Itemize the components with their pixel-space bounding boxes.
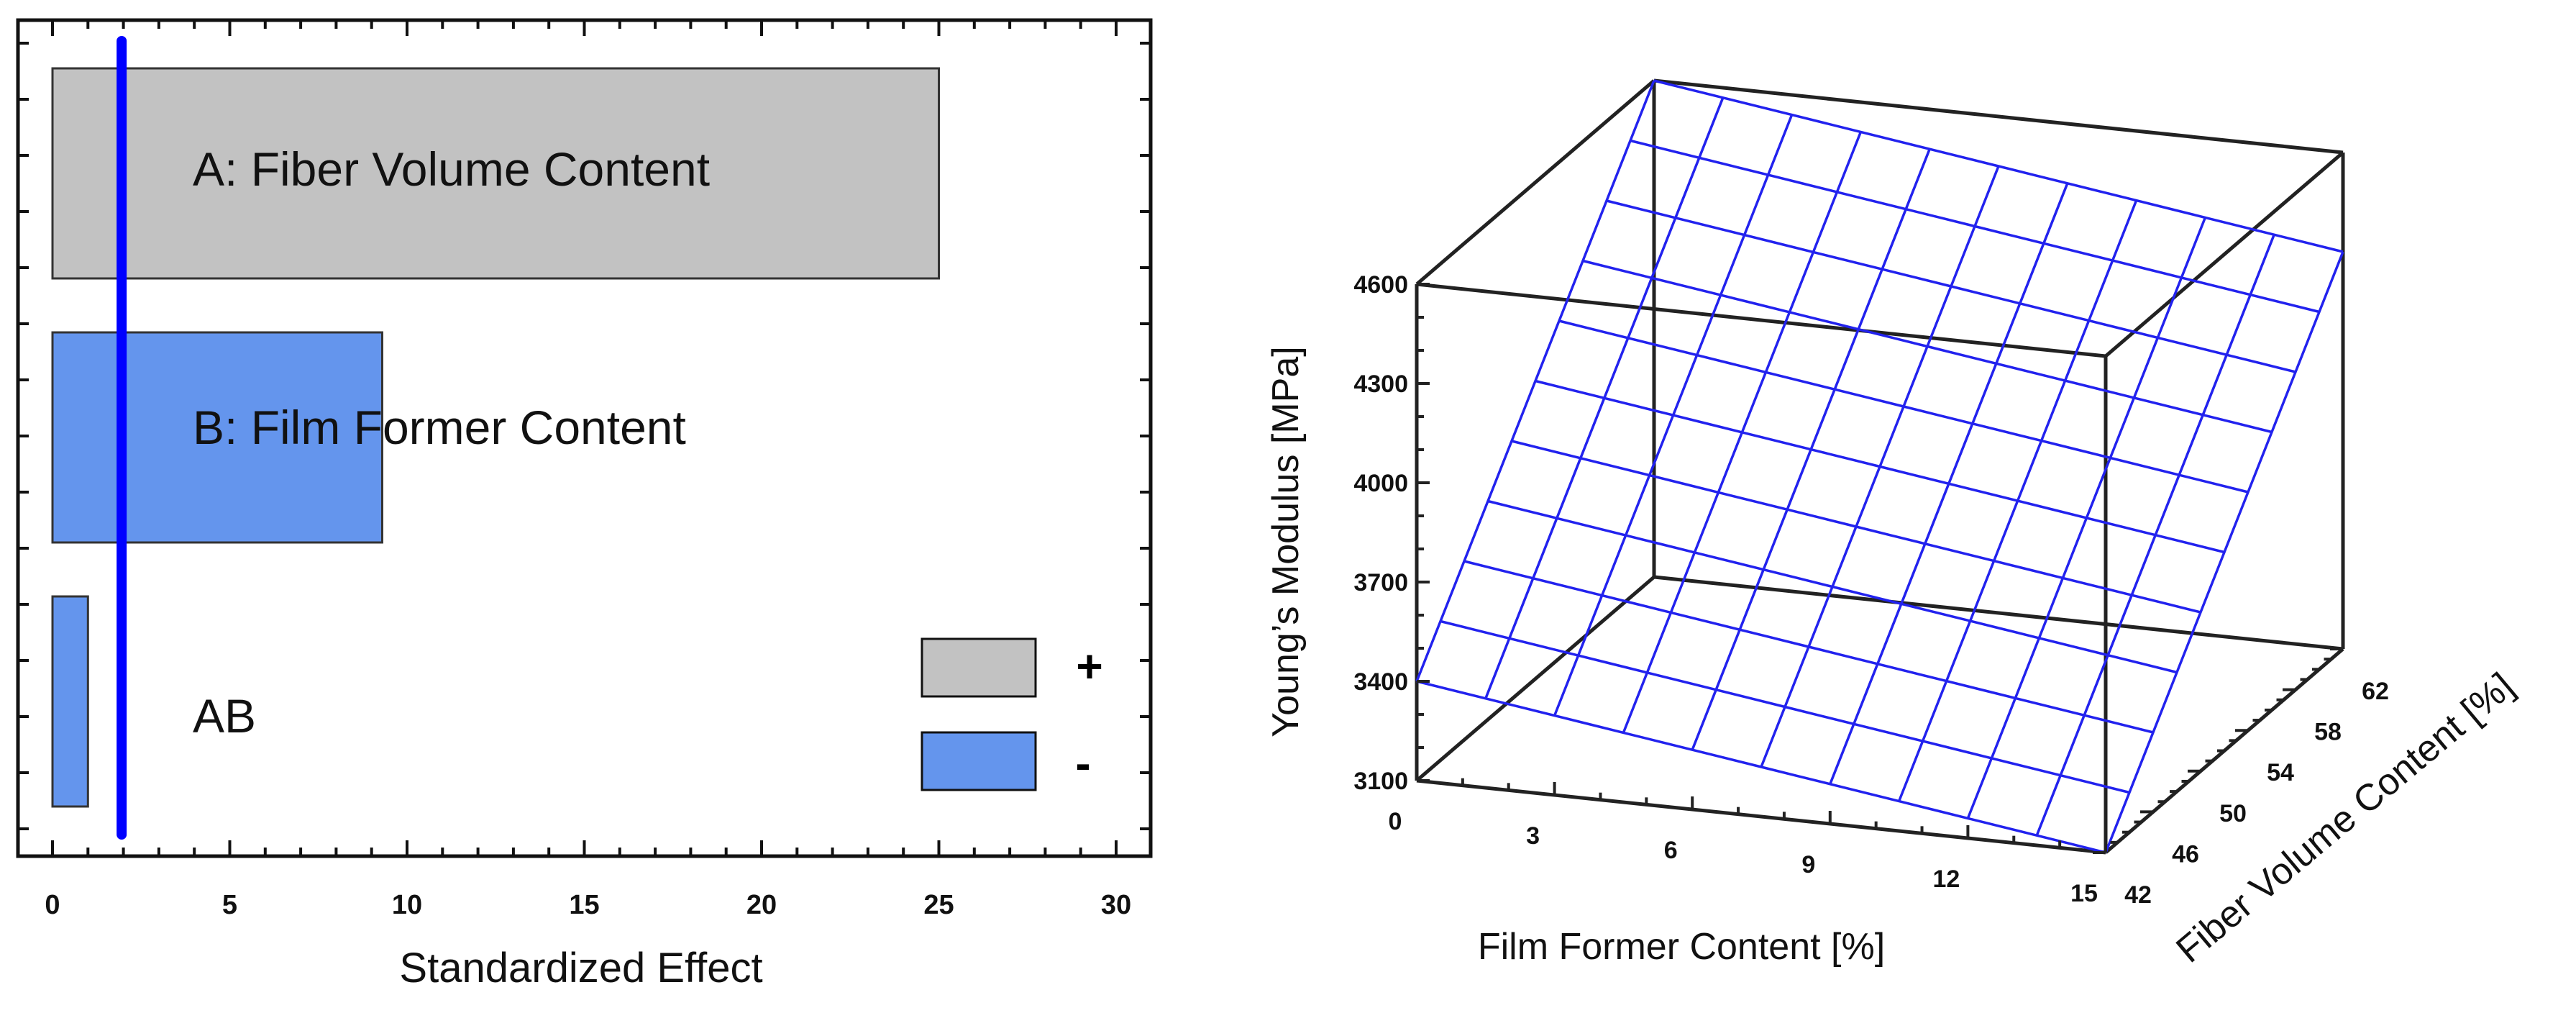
- surface-mesh-line: [1535, 379, 2225, 554]
- bar-label: B: Film Former Content: [193, 401, 686, 454]
- y-tick-label: 50: [2219, 800, 2247, 827]
- x-tick-label: 30: [1101, 890, 1131, 920]
- y-tick-labels: 42 46 50 54 58 62: [2124, 678, 2389, 909]
- bar-label: A: Fiber Volume Content: [193, 142, 710, 196]
- axis-tick-marks: [1415, 283, 2343, 854]
- legend-swatch-negative: [921, 731, 1037, 791]
- z-tick-label: 3100: [1353, 768, 1408, 795]
- surface-mesh-line: [1582, 259, 2273, 434]
- x-tick-label: 15: [569, 890, 599, 920]
- bar-label: AB: [193, 689, 256, 742]
- x-tick-label: 0: [1389, 808, 1402, 835]
- legend-swatch-positive: [921, 637, 1037, 698]
- box-edge: [2104, 151, 2344, 358]
- box-edge: [1415, 79, 1655, 286]
- surface-mesh-line: [1606, 199, 2296, 373]
- z-tick-label: 4300: [1353, 371, 1408, 398]
- x-tick-label: 12: [1932, 866, 1960, 893]
- x-axis-title: Film Former Content [%]: [1478, 926, 1885, 968]
- surface-mesh-line: [1829, 183, 2069, 785]
- z-tick-label: 3700: [1353, 569, 1408, 596]
- x-tick-labels: 0 3 6 9 12 15: [1389, 808, 2098, 907]
- x-tick-label: 15: [2070, 880, 2098, 907]
- y-tick-label: 42: [2124, 881, 2152, 909]
- box-edge: [1653, 78, 2344, 155]
- response-surface-mesh: [1415, 79, 2344, 854]
- box-edge: [1416, 282, 2106, 358]
- y-tick-label: 54: [2267, 759, 2294, 786]
- legend: + -: [921, 637, 1103, 791]
- surface-mesh-line: [1897, 199, 2138, 802]
- y-tick-label: 58: [2314, 719, 2342, 746]
- box-edge: [1415, 576, 1655, 782]
- x-tick-label: 6: [1664, 837, 1678, 864]
- response-surface-chart: 3100 3400 3700 4000 4300 4600 0 3 6 9 12 15 42 46 50…: [1265, 78, 2522, 971]
- x-tick-label: 10: [392, 890, 422, 920]
- y-tick-label: 46: [2172, 840, 2199, 868]
- z-tick-labels: 3100 3400 3700 4000 4300 4600: [1353, 271, 1408, 795]
- y-tick-label: 62: [2362, 678, 2389, 705]
- effect-bar: [51, 331, 383, 544]
- surface-mesh-line: [1558, 319, 2249, 494]
- legend-label-positive: +: [1076, 640, 1102, 692]
- x-tick-marks: [18, 20, 1151, 856]
- x-tick-label: 5: [222, 890, 237, 920]
- surface-mesh-line: [2035, 234, 2275, 836]
- x-tick-labels: 0 5 10 15 20 25 30: [45, 890, 1131, 920]
- z-tick-label: 3400: [1353, 668, 1408, 696]
- standardized-effect-chart: A: Fiber Volume Content B: Film Former Co…: [16, 18, 1153, 991]
- z-tick-label: 4600: [1353, 271, 1408, 299]
- surface-mesh-line: [1966, 217, 2207, 819]
- bounding-box: [1415, 78, 2345, 855]
- effect-bar: [51, 595, 89, 808]
- x-tick-label: 9: [1801, 851, 1815, 878]
- effect-bar: [51, 67, 940, 280]
- z-axis-title: Young’s Modulus [MPa]: [1265, 346, 1307, 737]
- bar-labels: A: Fiber Volume Content B: Film Former Co…: [193, 142, 710, 742]
- x-tick-label: 0: [45, 890, 60, 920]
- surface-mesh-line: [1630, 139, 2320, 314]
- legend-label-negative: -: [1075, 737, 1090, 789]
- surface-mesh-line: [1653, 79, 2344, 253]
- x-tick-label: 3: [1526, 822, 1540, 850]
- z-tick-label: 4000: [1353, 470, 1408, 497]
- x-tick-label: 25: [923, 890, 954, 920]
- effect-bars: [51, 67, 940, 808]
- x-axis-title: Standardized Effect: [399, 945, 762, 991]
- x-tick-label: 20: [746, 890, 777, 920]
- box-edge: [1416, 778, 2106, 855]
- box-edge: [1653, 575, 2344, 651]
- surface-mesh-line: [2104, 251, 2344, 853]
